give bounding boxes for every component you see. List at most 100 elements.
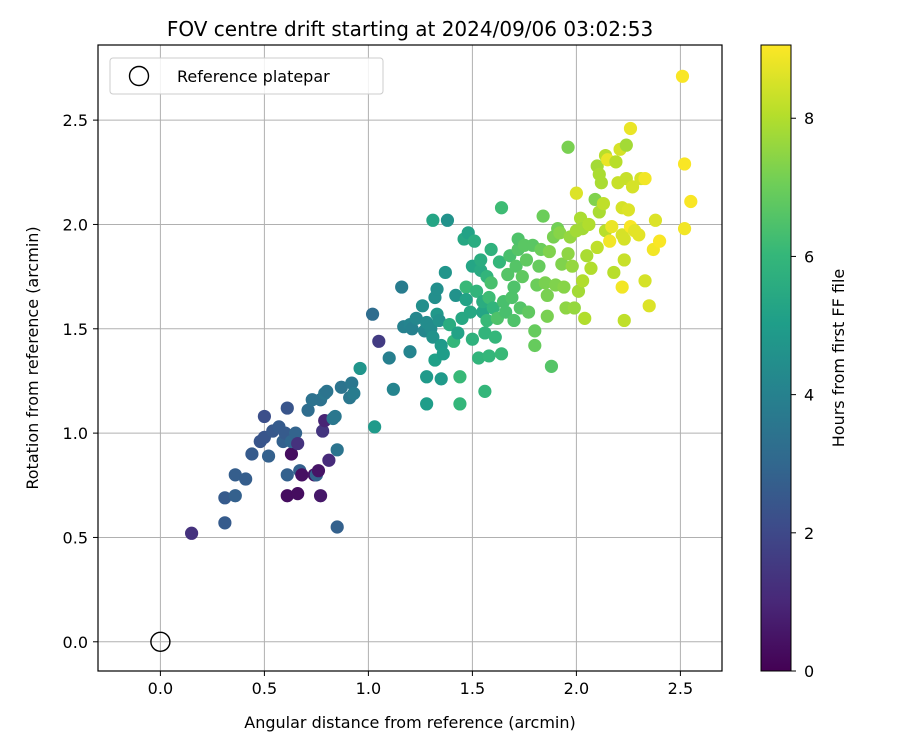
- scatter-point: [480, 313, 494, 328]
- scatter-point: [677, 222, 692, 236]
- scatter-point: [451, 326, 465, 340]
- scatter-point: [472, 351, 486, 365]
- scatter-point: [507, 313, 521, 328]
- scatter-point: [617, 313, 631, 328]
- x-tick-label: 0.5: [252, 679, 277, 698]
- scatter-point: [582, 217, 596, 232]
- scatter-point: [291, 487, 305, 501]
- colorbar-tick-label: 2: [804, 524, 814, 543]
- scatter-point: [301, 403, 315, 417]
- scatter-point: [415, 299, 430, 313]
- scatter-point: [245, 447, 259, 461]
- scatter-point: [432, 313, 446, 328]
- scatter-point: [353, 361, 367, 376]
- scatter-point: [528, 324, 542, 338]
- scatter-point: [405, 322, 419, 336]
- x-tick-label: 1.5: [460, 679, 485, 698]
- scatter-point: [484, 276, 498, 290]
- scatter-point: [538, 276, 552, 290]
- scatter-point: [482, 349, 496, 363]
- scatter-point: [580, 249, 594, 263]
- scatter-point: [463, 305, 477, 319]
- scatter-point: [228, 489, 242, 503]
- scatter-point: [623, 121, 638, 136]
- scatter-point: [617, 253, 631, 267]
- colorbar-tick-label: 0: [804, 662, 814, 681]
- scatter-point: [313, 489, 328, 503]
- chart-title: FOV centre drift starting at 2024/09/06 …: [167, 17, 653, 41]
- scatter-point: [561, 247, 575, 261]
- scatter-point: [382, 351, 396, 365]
- scatter-point: [515, 270, 529, 284]
- scatter-point: [261, 449, 276, 463]
- scatter-point: [295, 468, 309, 482]
- x-tick-label: 0.0: [148, 679, 173, 698]
- scatter-point: [311, 464, 326, 478]
- legend-entry: Reference platepar: [177, 67, 330, 86]
- scatter-point: [501, 267, 515, 282]
- scatter-point: [638, 171, 652, 186]
- scatter-point: [368, 420, 382, 434]
- scatter-points: [150, 69, 698, 652]
- y-tick-label: 0.5: [63, 528, 88, 547]
- scatter-point: [521, 305, 536, 319]
- scatter-point: [478, 326, 492, 340]
- scatter-point: [420, 370, 434, 384]
- scatter-point: [436, 347, 450, 361]
- scatter-point: [571, 284, 586, 298]
- scatter-point: [528, 338, 542, 353]
- scatter-point: [584, 261, 598, 275]
- scatter-point: [484, 242, 498, 257]
- scatter-point: [519, 253, 534, 267]
- scatter-point: [605, 219, 619, 234]
- scatter-point: [540, 288, 554, 302]
- scatter-point: [486, 301, 500, 315]
- scatter-point: [555, 257, 569, 271]
- scatter-point: [280, 401, 294, 415]
- scatter-point: [505, 290, 519, 305]
- legend-box: [109, 57, 384, 95]
- colorbar-tick-label: 8: [804, 109, 814, 128]
- scatter-point: [478, 384, 492, 398]
- scatter-point: [625, 180, 640, 194]
- scatter-point: [590, 240, 604, 255]
- scatter-point: [544, 359, 559, 373]
- scatter-point: [453, 397, 467, 411]
- scatter-point: [638, 274, 652, 288]
- scatter-point: [330, 520, 344, 534]
- scatter-point: [320, 384, 334, 398]
- scatter-point: [507, 280, 521, 294]
- colorbar-tick-label: 6: [804, 247, 814, 266]
- colorbar-tick-label: 4: [804, 386, 814, 405]
- scatter-point: [469, 284, 484, 298]
- scatter-point: [330, 443, 344, 457]
- colorbar-ticks: 0 2 4 6 8: [791, 109, 814, 681]
- scatter-point: [280, 489, 294, 503]
- scatter-point: [459, 292, 473, 307]
- scatter-point: [395, 280, 409, 294]
- scatter-point: [467, 234, 482, 248]
- scatter-point: [328, 409, 342, 424]
- scatter-point: [430, 282, 444, 296]
- scatter-point: [492, 255, 507, 269]
- y-axis-label: Rotation from reference (arcmin): [23, 226, 42, 489]
- y-tick-label: 1.0: [63, 424, 88, 443]
- scatter-point: [536, 209, 550, 223]
- scatter-point: [291, 436, 305, 451]
- scatter-point: [617, 232, 631, 246]
- scatter-point: [607, 265, 621, 280]
- scatter-point: [482, 290, 496, 305]
- scatter-point: [474, 253, 488, 267]
- scatter-point: [675, 69, 690, 83]
- scatter-point: [372, 334, 386, 348]
- scatter-point: [289, 426, 303, 440]
- scatter-point: [576, 274, 590, 288]
- scatter-point: [619, 138, 633, 152]
- scatter-point: [561, 140, 575, 154]
- scatter-point: [642, 299, 656, 313]
- scatter-point: [532, 259, 546, 273]
- scatter-point: [578, 311, 592, 325]
- scatter-point: [453, 370, 467, 384]
- scatter-point: [420, 397, 434, 411]
- scatter-point: [596, 196, 611, 211]
